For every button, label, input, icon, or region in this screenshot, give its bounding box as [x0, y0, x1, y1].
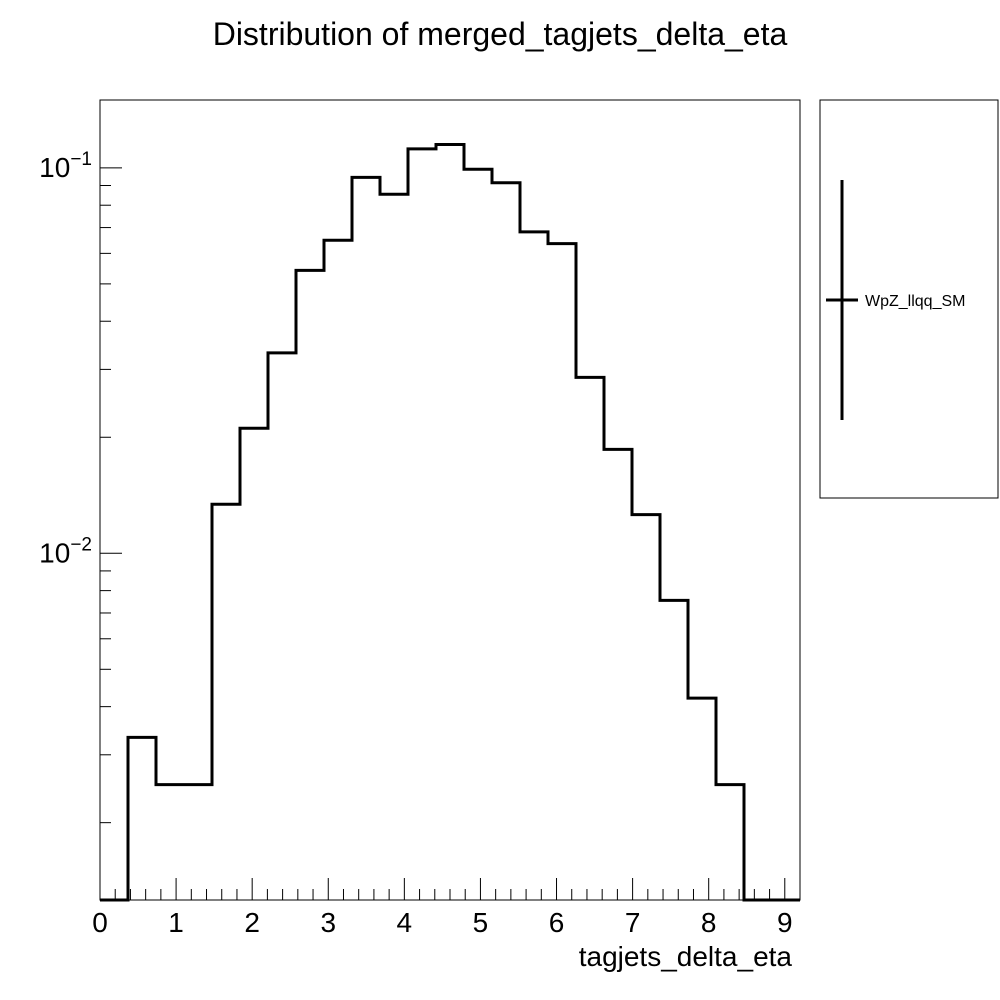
x-tick-label: 6: [549, 907, 565, 938]
x-tick-label: 3: [320, 907, 336, 938]
x-axis-tick-labels: 0 1 2 3 4 5 6 7 8 9: [92, 907, 792, 938]
y-axis-tick-labels: 10−1 10−2: [39, 149, 92, 568]
x-tick-label: 8: [701, 907, 717, 938]
plot-frame: [99, 99, 801, 901]
x-tick-label: 4: [397, 907, 413, 938]
y-tick-label: 10−1: [39, 149, 92, 183]
x-tick-label: 0: [92, 907, 108, 938]
legend-box: WpZ_llqq_SM: [819, 99, 999, 499]
x-axis-ticks: [99, 878, 801, 900]
x-tick-label: 5: [473, 907, 489, 938]
x-tick-label: 9: [777, 907, 793, 938]
chart-title: Distribution of merged_tagjets_delta_eta: [213, 16, 788, 52]
plot-area: 0 1 2 3 4 5 6 7 8 9 10−1 10−2: [39, 99, 801, 938]
x-tick-label: 7: [625, 907, 641, 938]
histogram-series-line: [100, 142, 800, 902]
legend-entry-label: WpZ_llqq_SM: [865, 293, 965, 310]
x-axis-label: tagjets_delta_eta: [579, 941, 793, 972]
y-tick-label: 10−2: [39, 534, 92, 568]
y-axis-ticks: [100, 167, 122, 824]
x-tick-label: 1: [168, 907, 184, 938]
x-tick-label: 2: [244, 907, 260, 938]
